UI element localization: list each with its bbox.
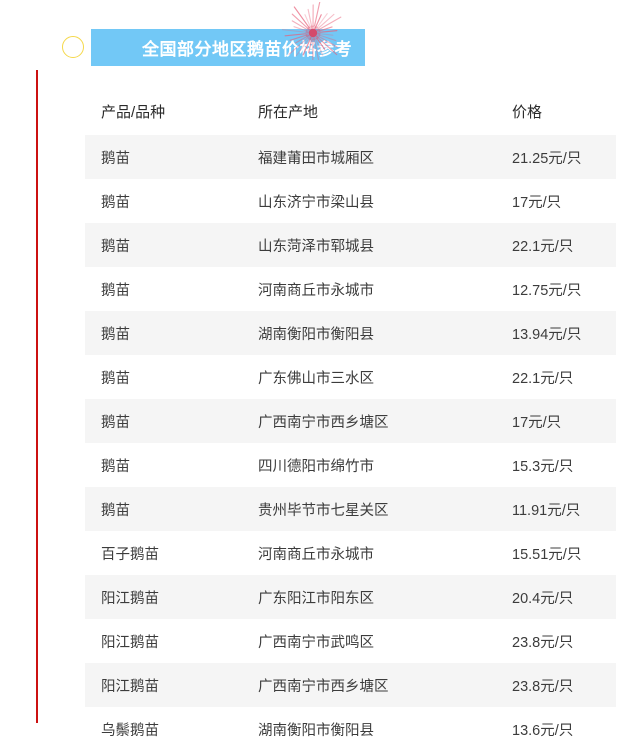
cell-origin: 广西南宁市武鸣区: [242, 631, 496, 652]
cell-price: 15.51元/只: [496, 543, 616, 564]
cell-product: 鹅苗: [85, 455, 242, 476]
left-red-rule: [36, 70, 38, 723]
cell-price: 21.25元/只: [496, 147, 616, 168]
cell-price: 15.3元/只: [496, 455, 616, 476]
cell-price: 22.1元/只: [496, 235, 616, 256]
cell-product: 鹅苗: [85, 499, 242, 520]
cell-price: 23.8元/只: [496, 631, 616, 652]
cell-origin: 广东佛山市三水区: [242, 367, 496, 388]
cell-product: 鹅苗: [85, 147, 242, 168]
cell-product: 阳江鹅苗: [85, 587, 242, 608]
cell-product: 百子鹅苗: [85, 543, 242, 564]
cell-origin: 河南商丘市永城市: [242, 279, 496, 300]
cell-price: 13.94元/只: [496, 323, 616, 344]
cell-price: 23.8元/只: [496, 675, 616, 696]
cell-price: 22.1元/只: [496, 367, 616, 388]
cell-price: 13.6元/只: [496, 719, 616, 740]
cell-origin: 贵州毕节市七星关区: [242, 499, 496, 520]
cell-origin: 广东阳江市阳东区: [242, 587, 496, 608]
cell-product: 阳江鹅苗: [85, 675, 242, 696]
cell-origin: 湖南衡阳市衡阳县: [242, 719, 496, 740]
cell-origin: 山东济宁市梁山县: [242, 191, 496, 212]
cell-product: 鹅苗: [85, 323, 242, 344]
cell-product: 鹅苗: [85, 235, 242, 256]
cell-origin: 湖南衡阳市衡阳县: [242, 323, 496, 344]
column-header-product: 产品/品种: [85, 101, 242, 122]
title-banner: 全国部分地区鹅苗价格参考: [91, 29, 365, 66]
yellow-circle-decoration: [62, 36, 84, 58]
cell-origin: 四川德阳市绵竹市: [242, 455, 496, 476]
cell-price: 12.75元/只: [496, 279, 616, 300]
cell-price: 11.91元/只: [496, 499, 616, 520]
cell-product: 阳江鹅苗: [85, 631, 242, 652]
cell-origin: 广西南宁市西乡塘区: [242, 675, 496, 696]
cell-price: 17元/只: [496, 411, 616, 432]
cell-origin: 福建莆田市城厢区: [242, 147, 496, 168]
cell-origin: 山东菏泽市郓城县: [242, 235, 496, 256]
cell-price: 20.4元/只: [496, 587, 616, 608]
cell-origin: 广西南宁市西乡塘区: [242, 411, 496, 432]
cell-product: 乌鬃鹅苗: [85, 719, 242, 740]
cell-price: 17元/只: [496, 191, 616, 212]
column-header-origin: 所在产地: [242, 101, 496, 122]
cell-product: 鹅苗: [85, 411, 242, 432]
page-title: 全国部分地区鹅苗价格参考: [91, 29, 365, 66]
cell-product: 鹅苗: [85, 367, 242, 388]
table-header-row: 产品/品种 所在产地 价格: [85, 88, 616, 135]
column-header-price: 价格: [496, 101, 616, 122]
cell-origin: 河南商丘市永城市: [242, 543, 496, 564]
cell-product: 鹅苗: [85, 191, 242, 212]
cell-product: 鹅苗: [85, 279, 242, 300]
